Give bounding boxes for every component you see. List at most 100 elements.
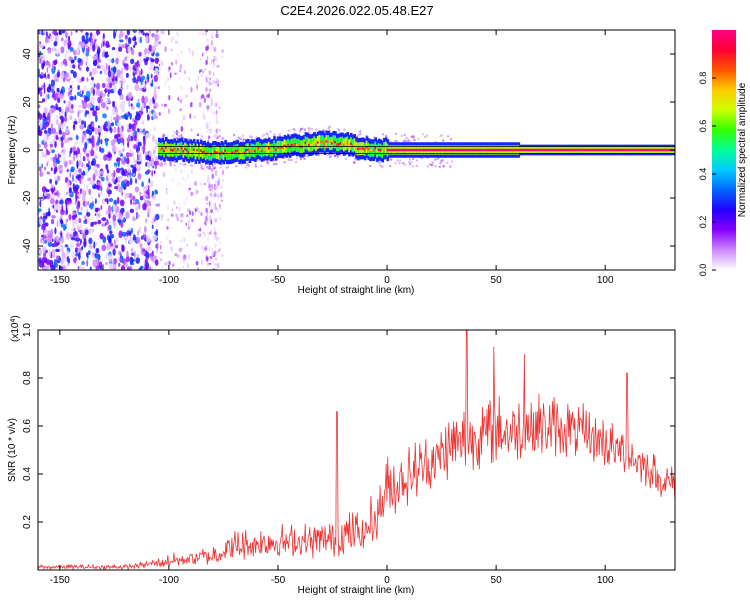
noise-speckle xyxy=(221,169,224,176)
noise-speckle xyxy=(178,266,181,270)
ridge-band-core xyxy=(596,148,599,152)
noise-speckle xyxy=(105,164,109,170)
noise-speckle xyxy=(45,121,50,127)
noise-speckle xyxy=(140,68,143,76)
noise-speckle xyxy=(73,151,77,156)
noise-speckle xyxy=(108,183,112,187)
noise-speckle xyxy=(53,161,57,168)
noise-speckle xyxy=(41,62,45,70)
noise-speckle xyxy=(116,133,121,138)
ridge-band-core xyxy=(175,150,178,153)
noise-speckle xyxy=(58,30,63,35)
noise-speckle xyxy=(78,168,82,174)
noise-speckle xyxy=(127,46,131,53)
noise-speckle xyxy=(41,223,46,231)
x-tick-label: -100 xyxy=(159,275,179,286)
noise-speckle xyxy=(111,47,116,51)
noise-speckle xyxy=(122,155,125,161)
noise-speckle xyxy=(154,57,160,64)
noise-speckle xyxy=(185,94,188,99)
noise-speckle xyxy=(209,128,212,131)
ridge-band-core xyxy=(391,148,395,152)
noise-speckle xyxy=(81,180,84,185)
ridge-band-core xyxy=(534,148,538,152)
noise-speckle xyxy=(81,99,84,104)
noise-speckle xyxy=(112,146,115,154)
ridge-band-core xyxy=(583,148,587,152)
noise-speckle xyxy=(105,40,110,49)
noise-speckle xyxy=(81,229,86,234)
noise-speckle xyxy=(184,254,186,259)
noise-speckle xyxy=(128,153,133,157)
ridge-band-core xyxy=(515,148,519,152)
noise-speckle xyxy=(128,100,131,108)
noise-speckle xyxy=(189,49,191,54)
noise-speckle xyxy=(196,133,200,137)
noise-speckle xyxy=(55,135,59,140)
ridge-band-core xyxy=(501,148,505,152)
ridge-band-core xyxy=(395,148,398,152)
noise-speckle xyxy=(146,246,151,252)
noise-speckle xyxy=(137,36,140,43)
noise-speckle xyxy=(176,53,179,56)
ridge-band-core xyxy=(629,148,632,152)
noise-speckle xyxy=(101,244,107,252)
noise-speckle xyxy=(148,160,154,164)
noise-speckle xyxy=(343,128,346,131)
noise-speckle xyxy=(219,166,222,169)
noise-speckle xyxy=(214,103,216,107)
noise-speckle xyxy=(138,51,142,57)
noise-speckle xyxy=(380,165,383,168)
noise-speckle xyxy=(139,195,144,201)
ridge-band-core xyxy=(233,150,236,153)
ridge-band-core xyxy=(400,148,404,152)
spectrogram-panel: -150 -100 -50 0 50 100 -40 -20 0 20 40 Height of … xyxy=(7,29,676,296)
noise-speckle xyxy=(76,225,81,231)
noise-speckle xyxy=(129,112,132,120)
noise-speckle xyxy=(206,211,209,218)
noise-speckle xyxy=(88,124,92,130)
noise-speckle xyxy=(155,248,159,254)
noise-speckle xyxy=(169,164,173,167)
noise-speckle xyxy=(104,221,107,226)
noise-speckle xyxy=(102,82,106,89)
noise-speckle xyxy=(105,62,108,71)
noise-speckle xyxy=(106,157,112,161)
noise-speckle xyxy=(88,237,93,245)
noise-speckle xyxy=(219,241,221,247)
noise-speckle xyxy=(78,104,82,109)
noise-speckle xyxy=(89,43,93,50)
noise-speckle xyxy=(214,218,218,223)
ridge-band-core xyxy=(578,148,582,152)
noise-speckle xyxy=(97,138,100,146)
ridge-band-core xyxy=(206,151,210,154)
noise-speckle xyxy=(261,135,264,138)
noise-speckle xyxy=(59,199,64,205)
noise-speckle xyxy=(141,75,146,81)
noise-speckle xyxy=(175,59,178,65)
noise-speckle xyxy=(434,158,437,161)
ridge-band-core xyxy=(341,142,344,145)
noise-speckle xyxy=(85,90,91,99)
noise-speckle xyxy=(110,71,114,79)
noise-speckle xyxy=(212,212,216,215)
noise-speckle xyxy=(167,236,169,241)
noise-speckle xyxy=(183,70,187,75)
noise-speckle xyxy=(428,163,432,166)
ridge-band-core xyxy=(276,146,280,149)
noise-speckle xyxy=(163,103,167,108)
ridge-band-core xyxy=(166,148,170,152)
noise-speckle xyxy=(42,247,46,254)
noise-speckle xyxy=(88,244,94,249)
noise-speckle xyxy=(328,125,331,128)
ridge-band-core xyxy=(552,148,555,152)
ridge-band-core xyxy=(260,149,264,153)
ridge-band-core xyxy=(569,148,573,152)
noise-speckle xyxy=(185,196,188,201)
ridge-band-core xyxy=(622,148,625,152)
noise-speckle xyxy=(211,59,213,63)
noise-speckle xyxy=(133,144,138,150)
noise-speckle xyxy=(149,252,155,257)
noise-speckle xyxy=(74,95,77,101)
ridge-band-core xyxy=(575,148,578,152)
